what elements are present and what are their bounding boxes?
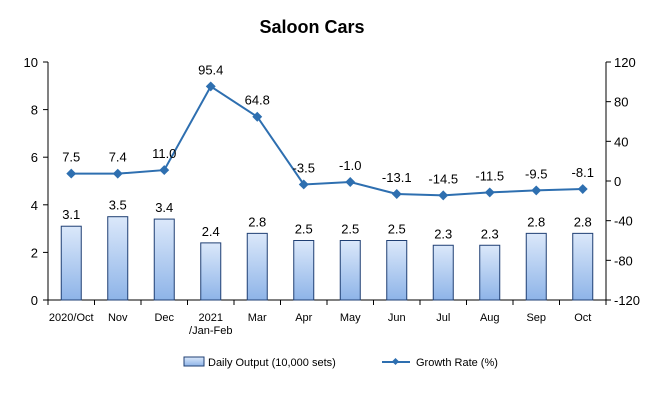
bar-data-label: 2.8 <box>248 214 266 229</box>
line-data-label: 7.4 <box>109 150 127 165</box>
bar <box>432 244 454 301</box>
x-tick-label: Aug <box>480 312 500 324</box>
line-point <box>298 179 309 190</box>
line-point <box>112 168 123 179</box>
bar <box>479 244 501 301</box>
line-point <box>484 187 495 198</box>
left-tick-label: 2 <box>31 245 38 260</box>
bar-data-label: 2.8 <box>574 214 592 229</box>
right-tick-label: 120 <box>614 55 636 70</box>
bar <box>525 232 547 301</box>
line-point <box>438 190 449 201</box>
bar-data-label: 2.5 <box>295 222 313 237</box>
bar <box>107 216 129 301</box>
bar-data-label: 3.5 <box>109 198 127 213</box>
bar <box>293 240 315 301</box>
line-point <box>159 165 170 176</box>
line-point <box>66 168 77 179</box>
x-tick-label: Dec <box>154 312 174 324</box>
bar-data-label: 2.3 <box>434 226 452 241</box>
bar <box>60 225 82 301</box>
line-point <box>531 185 542 196</box>
x-tick-label: Nov <box>108 312 128 324</box>
x-tick-label: Oct <box>574 312 591 324</box>
line-data-label: 11.0 <box>152 146 176 161</box>
x-tick-label: Jul <box>436 312 450 324</box>
bar-data-label: 3.4 <box>155 200 173 215</box>
bar <box>200 242 222 301</box>
legend-bar-swatch <box>183 356 205 367</box>
line-data-label: -13.1 <box>382 170 412 185</box>
x-tick-label: Apr <box>295 312 312 324</box>
bar <box>386 240 408 301</box>
line-data-label: 7.5 <box>62 150 80 165</box>
bar-data-label: 2.4 <box>202 224 220 239</box>
left-tick-label: 4 <box>31 198 38 213</box>
bar-data-label: 2.8 <box>527 214 545 229</box>
bar <box>246 232 268 301</box>
line-point <box>345 177 356 187</box>
line-data-label: -14.5 <box>428 171 458 186</box>
right-tick-label: 40 <box>614 134 628 149</box>
legend-line-marker <box>391 357 400 366</box>
bar <box>153 218 175 301</box>
right-tick-label: 0 <box>614 174 621 189</box>
line-point <box>391 189 402 199</box>
line-data-label: -1.0 <box>339 158 361 173</box>
line-data-label: 95.4 <box>198 62 223 77</box>
bar <box>339 240 361 301</box>
line-data-label: -3.5 <box>293 160 315 175</box>
x-tick-label: Sep <box>526 312 546 324</box>
right-tick-label: -120 <box>614 293 640 308</box>
bar <box>572 232 594 301</box>
growth-rate-line <box>71 84 583 197</box>
x-tick-label: 2021/Jan-Feb <box>189 312 232 337</box>
left-tick-label: 8 <box>31 103 38 118</box>
right-tick-label: 80 <box>614 95 628 110</box>
line-data-label: -11.5 <box>475 168 504 183</box>
bar-data-label: 2.5 <box>341 222 359 237</box>
line-data-label: -8.1 <box>572 165 594 180</box>
x-tick-label: Mar <box>248 312 267 324</box>
bar-data-label: 2.3 <box>481 226 499 241</box>
left-tick-label: 0 <box>31 293 38 308</box>
line-point <box>205 81 216 92</box>
legend-line-label: Growth Rate (%) <box>416 357 498 369</box>
x-tick-label: Jun <box>388 312 406 324</box>
right-tick-label: -40 <box>614 214 633 229</box>
legend-bar-label: Daily Output (10,000 sets) <box>208 357 336 369</box>
line-point <box>577 184 588 194</box>
left-tick-label: 10 <box>24 55 38 70</box>
bar-data-label: 3.1 <box>62 207 80 222</box>
chart-title: Saloon Cars <box>259 17 364 37</box>
line-data-label: 64.8 <box>245 93 270 108</box>
line-data-label: -9.5 <box>525 166 547 181</box>
right-tick-label: -80 <box>614 253 633 268</box>
x-tick-label: May <box>340 312 361 324</box>
bar-data-label: 2.5 <box>388 222 406 237</box>
left-tick-label: 6 <box>31 150 38 165</box>
x-tick-label: 2020/Oct <box>49 312 94 324</box>
